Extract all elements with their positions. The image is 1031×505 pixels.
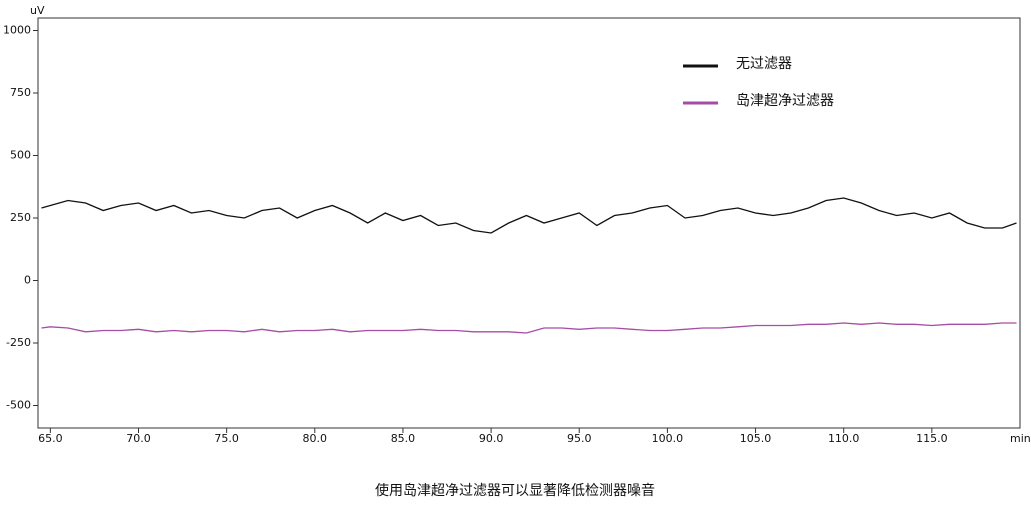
x-tick-label: 65.0 (38, 432, 63, 445)
x-tick-label: 105.0 (740, 432, 772, 445)
y-tick-label: 500 (10, 149, 31, 162)
x-tick-label: 85.0 (391, 432, 416, 445)
legend-label: 岛津超净过滤器 (736, 93, 834, 109)
series-line (41, 322, 1017, 334)
x-tick-label: 80.0 (303, 432, 328, 445)
y-tick-label: 750 (10, 86, 31, 99)
y-unit: uV (30, 4, 45, 17)
caption: 使用岛津超净过滤器可以显著降低检测器噪音 (375, 482, 655, 499)
y-tick-label: -500 (6, 399, 31, 412)
x-tick-label: 100.0 (652, 432, 684, 445)
y-tick-label: 1000 (3, 24, 31, 37)
plot-frame (37, 17, 1021, 429)
legend-label: 无过滤器 (736, 56, 792, 72)
y-tick-label: 0 (24, 274, 31, 287)
y-tick-label: -250 (6, 336, 31, 349)
x-tick-label: 70.0 (126, 432, 151, 445)
x-tick-label: 110.0 (828, 432, 860, 445)
x-tick-label: 75.0 (214, 432, 239, 445)
y-tick-label: 250 (10, 211, 31, 224)
x-tick-label: 115.0 (916, 432, 948, 445)
x-unit: min (1010, 432, 1031, 445)
series-line (41, 197, 1017, 234)
x-tick-label: 90.0 (479, 432, 504, 445)
x-tick-label: 95.0 (567, 432, 592, 445)
